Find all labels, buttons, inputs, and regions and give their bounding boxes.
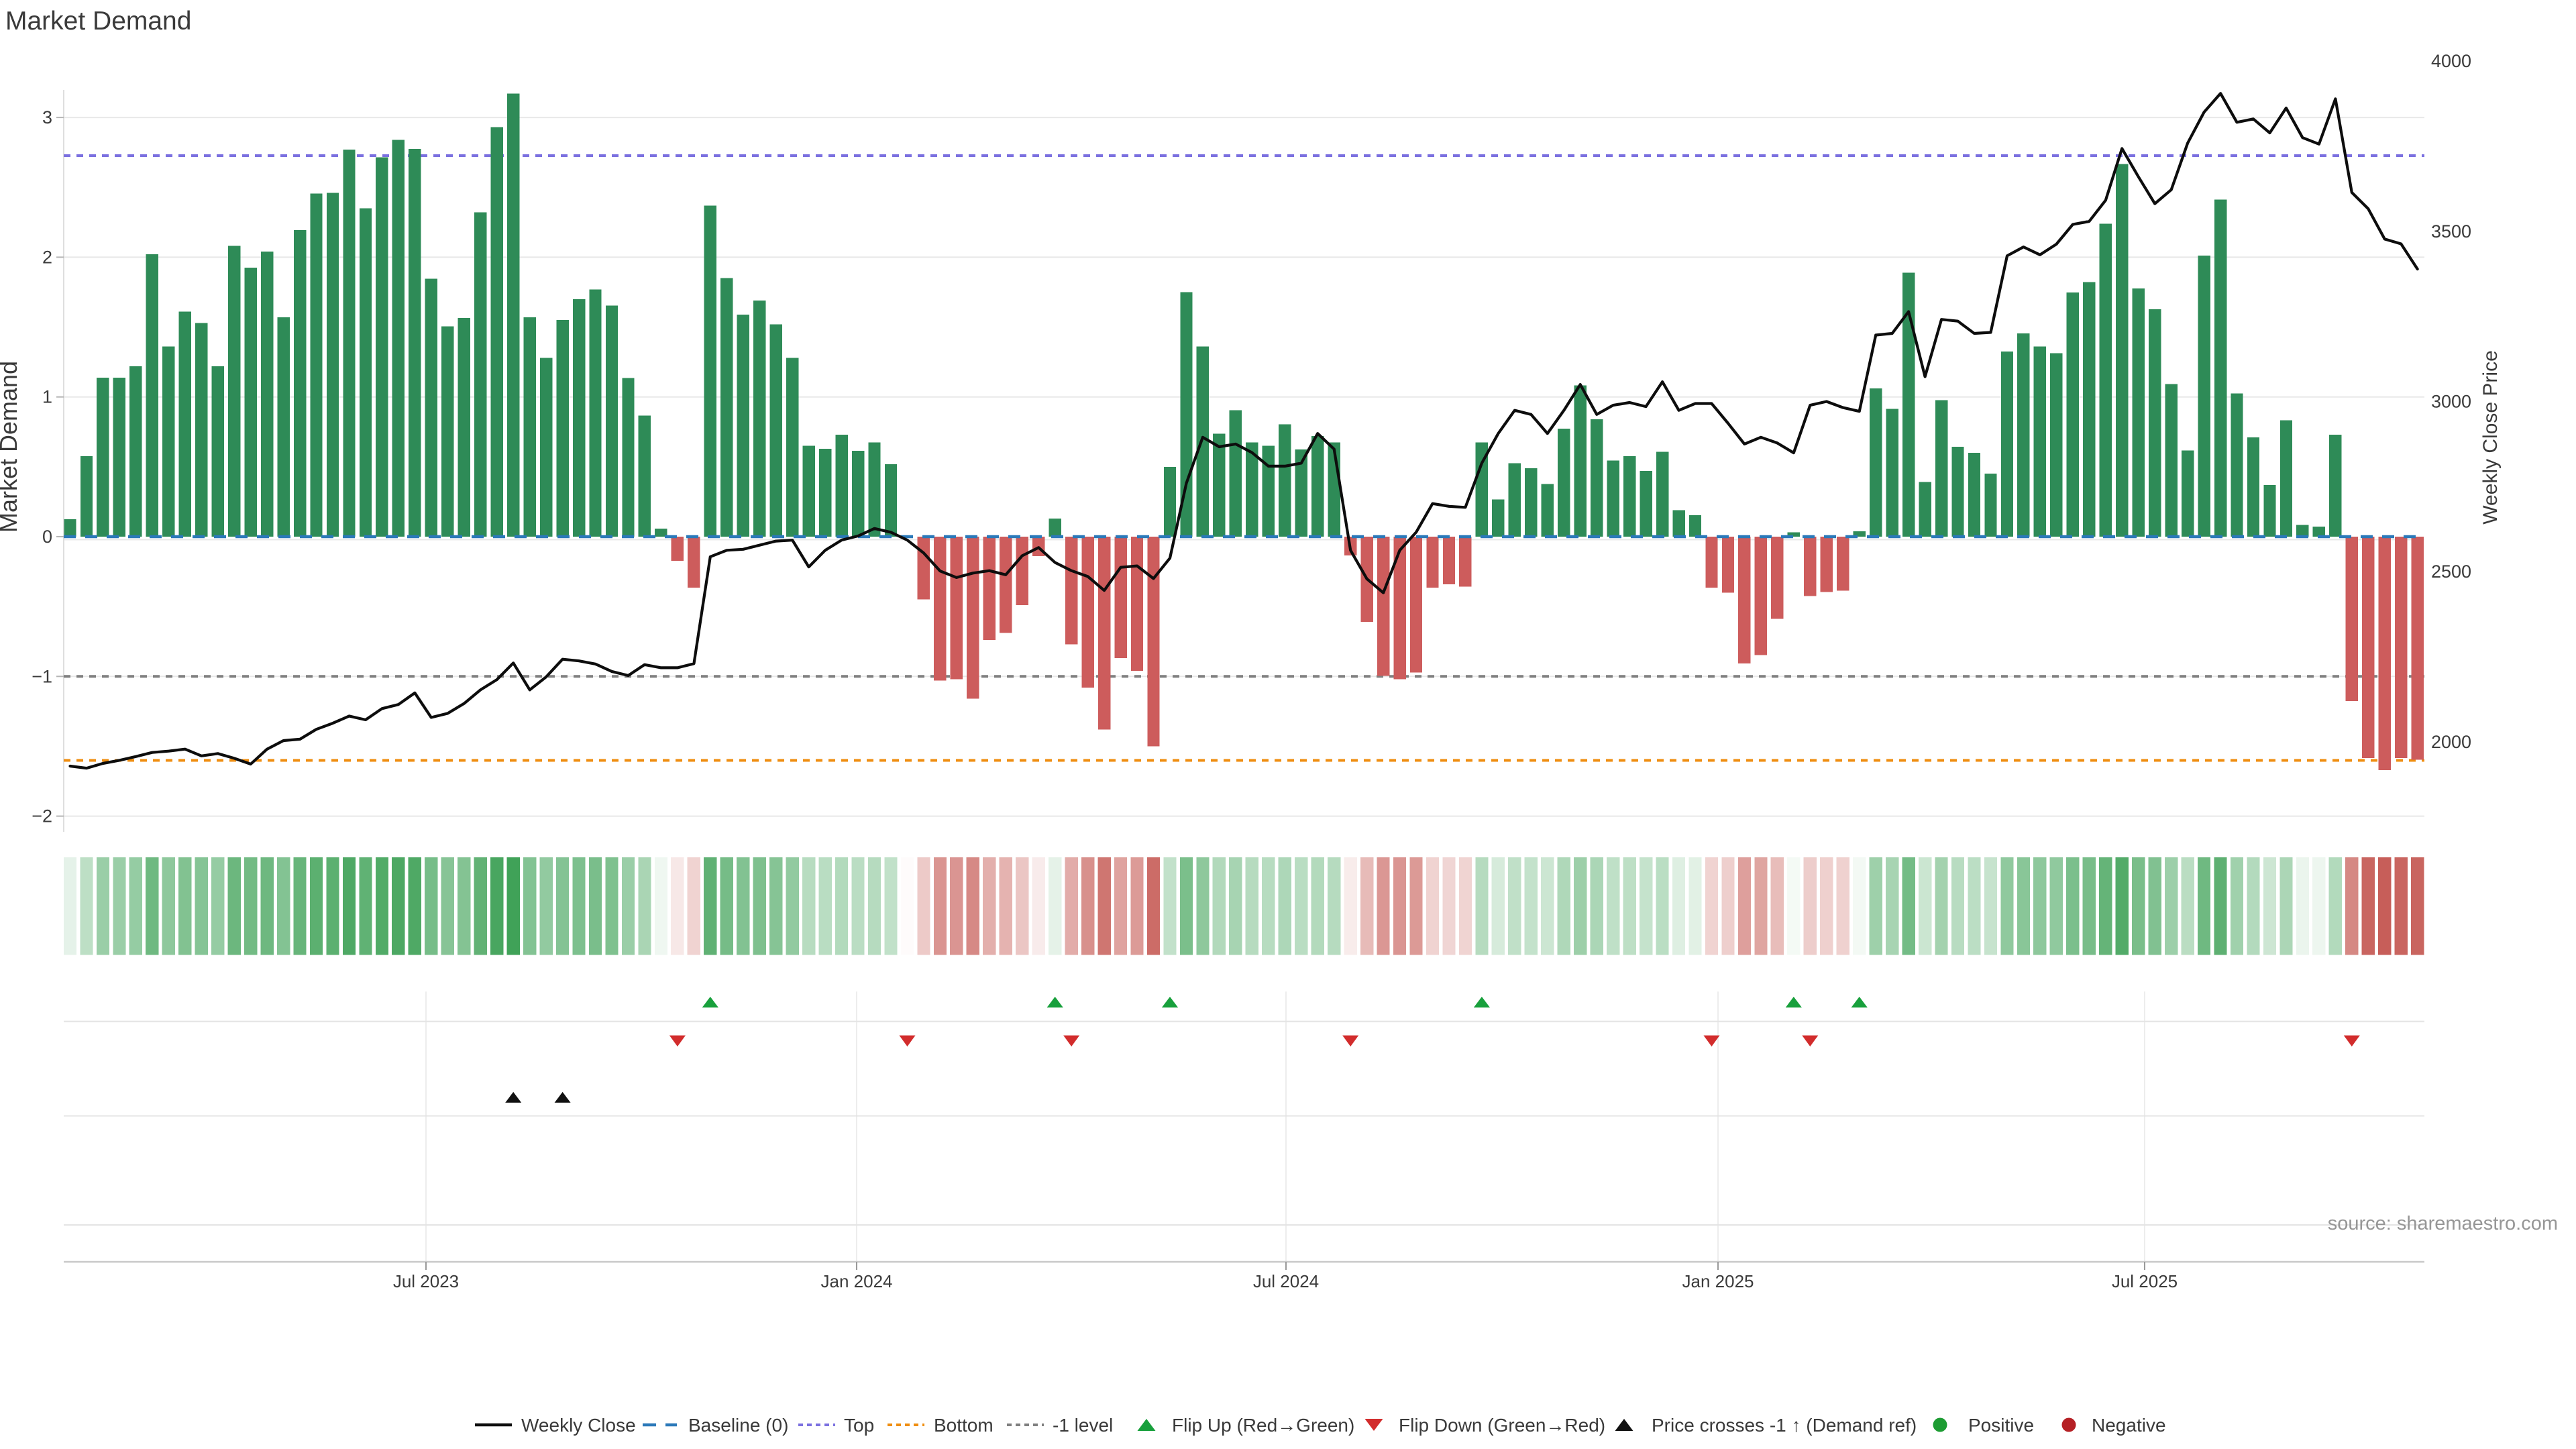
- svg-text:2500: 2500: [2431, 561, 2471, 582]
- svg-text:source: sharemaestro.com: source: sharemaestro.com: [2328, 1213, 2558, 1234]
- svg-text:0: 0: [42, 527, 52, 547]
- svg-text:Jul 2025: Jul 2025: [2112, 1271, 2178, 1291]
- svg-text:Bottom: Bottom: [934, 1415, 994, 1436]
- svg-text:Baseline (0): Baseline (0): [688, 1415, 788, 1436]
- svg-text:Market Demand: Market Demand: [0, 361, 22, 533]
- svg-text:Positive: Positive: [1968, 1415, 2034, 1436]
- svg-text:1: 1: [42, 387, 52, 407]
- svg-text:Weekly Close Price: Weekly Close Price: [2479, 350, 2502, 525]
- svg-text:−2: −2: [32, 806, 52, 826]
- svg-text:−1: −1: [32, 666, 52, 686]
- svg-text:Flip Down (Green→Red): Flip Down (Green→Red): [1399, 1415, 1605, 1436]
- svg-text:2: 2: [42, 247, 52, 267]
- svg-text:Jul 2024: Jul 2024: [1253, 1271, 1319, 1291]
- svg-text:Negative: Negative: [2092, 1415, 2166, 1436]
- svg-text:Jan 2024: Jan 2024: [821, 1271, 893, 1291]
- svg-text:Price crosses -1 ↑ (Demand ref: Price crosses -1 ↑ (Demand ref): [1652, 1415, 1917, 1436]
- svg-text:Market Demand: Market Demand: [5, 7, 191, 36]
- svg-text:Weekly Close: Weekly Close: [521, 1415, 636, 1436]
- svg-text:4000: 4000: [2431, 51, 2471, 71]
- svg-text:Jul 2023: Jul 2023: [393, 1271, 459, 1291]
- svg-text:3500: 3500: [2431, 221, 2471, 241]
- svg-text:Top: Top: [844, 1415, 874, 1436]
- svg-text:Flip Up (Red→Green): Flip Up (Red→Green): [1172, 1415, 1354, 1436]
- svg-text:Jan 2025: Jan 2025: [1682, 1271, 1754, 1291]
- svg-text:3000: 3000: [2431, 392, 2471, 412]
- svg-text:2000: 2000: [2431, 732, 2471, 752]
- svg-text:-1 level: -1 level: [1053, 1415, 1113, 1436]
- svg-text:3: 3: [42, 107, 52, 127]
